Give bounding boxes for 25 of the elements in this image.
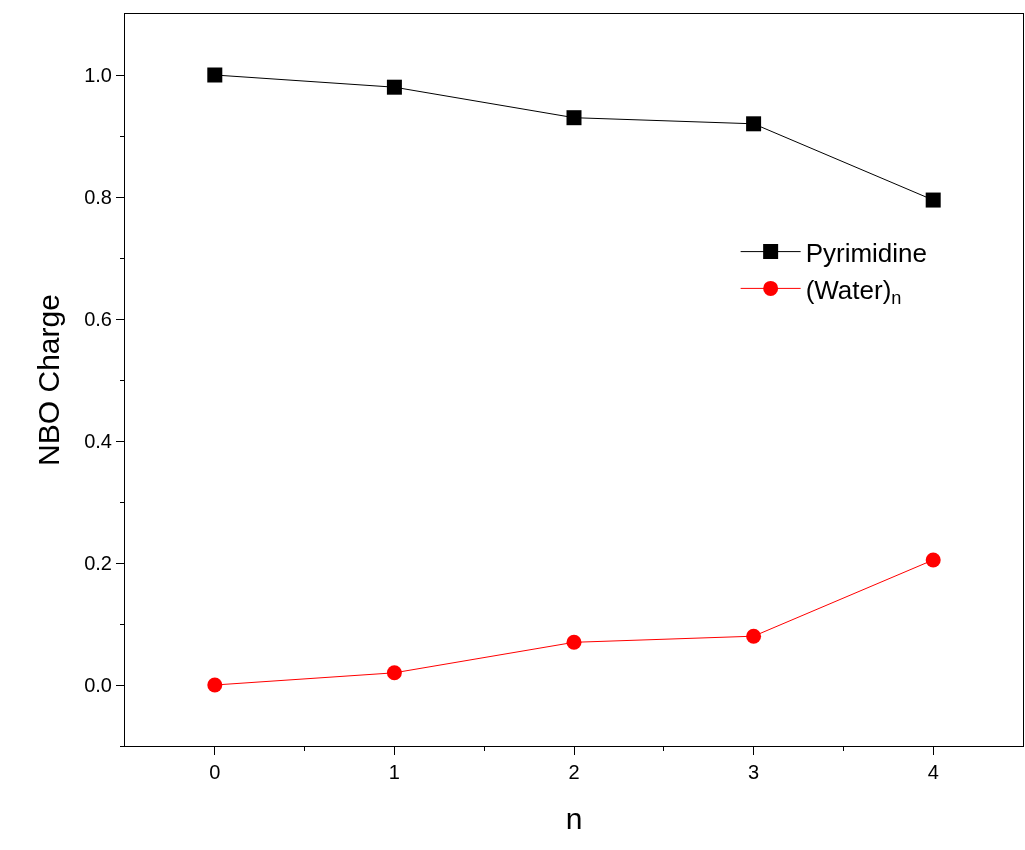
x-tick-label: 2 — [568, 761, 580, 783]
point — [925, 192, 941, 208]
y-tick-label: 0.6 — [84, 308, 112, 330]
point — [386, 665, 402, 681]
point — [746, 628, 762, 644]
y-tick-label: 0.2 — [84, 552, 112, 574]
x-axis-title: n — [565, 801, 583, 835]
point — [386, 79, 402, 95]
point — [746, 116, 762, 132]
legend-label: (Water)$_{n}$ — [805, 274, 902, 308]
x-tick-label: 0 — [209, 761, 221, 783]
y-tick-label: 0.0 — [84, 674, 112, 696]
point — [925, 552, 941, 568]
x-tick-label: 4 — [927, 761, 939, 783]
point — [566, 110, 582, 126]
point — [207, 67, 223, 83]
x-tick-label: 1 — [388, 761, 400, 783]
y-axis-title: NBO Charge — [32, 294, 66, 466]
legend-label: Pyrimidine — [805, 237, 928, 268]
y-tick-label: 0.4 — [84, 430, 112, 452]
y-tick-label: 1.0 — [84, 64, 112, 86]
point — [566, 634, 582, 650]
x-tick-label: 3 — [748, 761, 760, 783]
point — [207, 677, 223, 693]
y-tick-label: 0.8 — [84, 186, 112, 208]
